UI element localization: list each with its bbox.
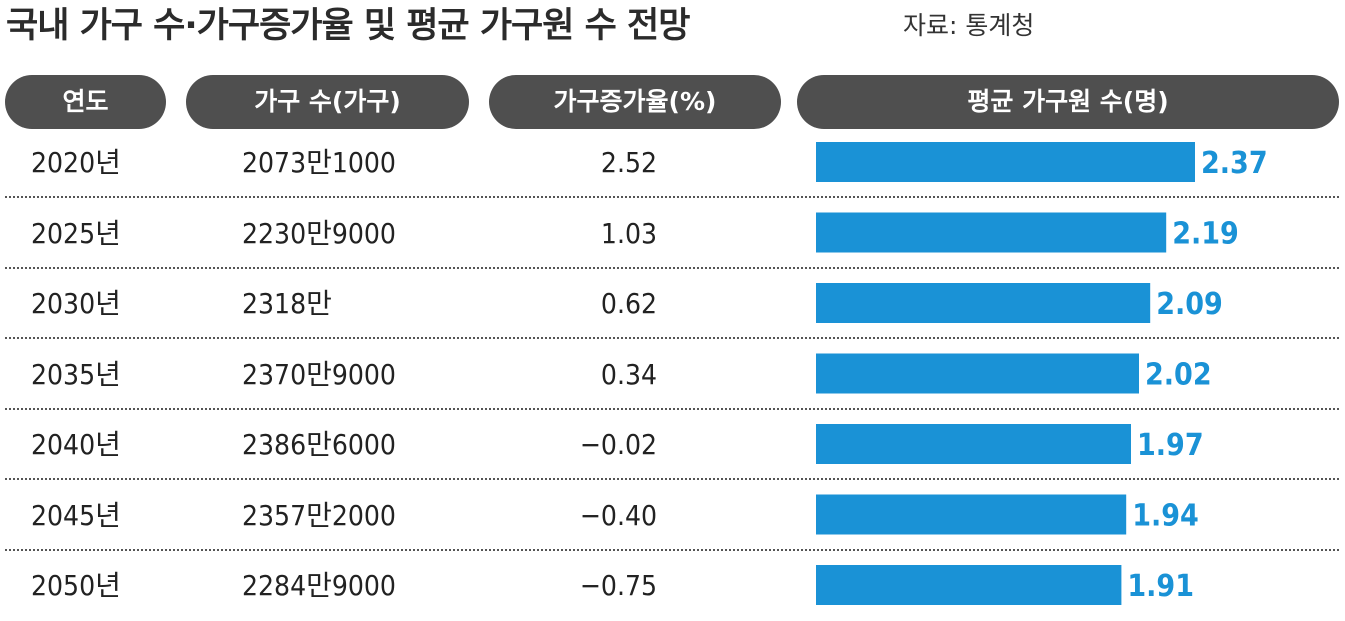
cell-year: 2045년 <box>31 498 121 532</box>
column-header-households: 가구 수(가구) <box>186 75 469 129</box>
cell-year: 2025년 <box>31 216 121 250</box>
bar-2045년 <box>816 494 1127 535</box>
page-title: 국내 가구 수·가구증가율 및 평균 가구원 수 전망 <box>6 6 690 46</box>
source-note: 자료: 통계청 <box>903 11 1035 40</box>
bar-2025년 <box>816 212 1167 253</box>
row-divider <box>5 266 1339 269</box>
bar-value-label: 2.02 <box>1145 358 1212 393</box>
table-row: 2040년 2386만6000 −0.02 <box>0 412 1345 480</box>
bar-value-label: 1.97 <box>1137 428 1204 463</box>
column-header-avg-household-size: 평균 가구원 수(명) <box>797 75 1339 129</box>
bar-value-label: 1.91 <box>1127 569 1194 604</box>
cell-year: 2040년 <box>31 428 121 461</box>
bar-value-label: 1.94 <box>1132 499 1199 534</box>
data-table: 2020년 2073만1000 2.52 2025년 2230만9000 1.03 2030… <box>0 130 1345 607</box>
cell-year: 2035년 <box>31 357 121 391</box>
cell-households: 2284만9000 <box>242 569 396 602</box>
table-row: 2025년 2230만9000 1.03 <box>0 201 1345 269</box>
cell-growth-rate: −0.75 <box>579 569 657 602</box>
cell-growth-rate: 0.34 <box>600 357 657 391</box>
bar-2050년 <box>816 565 1122 605</box>
cell-growth-rate: 0.62 <box>600 287 657 320</box>
table-row: 2035년 2370만9000 0.34 <box>0 342 1345 410</box>
bar-2035년 <box>816 353 1139 394</box>
avg-household-size-bar-chart: 2.37 2.19 2.09 2.02 1.97 1.94 1.91 <box>816 142 1268 605</box>
cell-year: 2020년 <box>31 146 121 179</box>
table-row: 2030년 2318만 0.62 <box>0 271 1345 339</box>
cell-year: 2030년 <box>31 287 121 320</box>
bar-2030년 <box>816 283 1151 323</box>
table-row: 2020년 2073만1000 2.52 <box>0 130 1345 198</box>
cell-growth-rate: −0.02 <box>579 428 657 461</box>
bar-2040년 <box>816 424 1131 464</box>
cell-households: 2230만9000 <box>242 216 396 250</box>
row-divider <box>5 548 1339 551</box>
cell-households: 2073만1000 <box>242 146 396 179</box>
bar-value-label: 2.09 <box>1156 287 1223 322</box>
bar-value-label: 2.37 <box>1201 146 1268 181</box>
row-divider <box>5 478 1339 480</box>
column-header-growth-rate: 가구증가율(%) <box>489 75 781 129</box>
table-row: 2045년 2357만2000 −0.40 <box>0 483 1345 551</box>
row-divider <box>5 196 1339 198</box>
cell-growth-rate: −0.40 <box>579 498 657 532</box>
cell-households: 2370만9000 <box>242 357 396 391</box>
cell-year: 2050년 <box>31 569 121 602</box>
cell-households: 2386만6000 <box>242 428 396 461</box>
table-row: 2050년 2284만9000 −0.75 <box>0 553 1345 621</box>
bar-value-label: 2.19 <box>1172 217 1239 252</box>
row-divider <box>5 337 1339 339</box>
bar-2020년 <box>816 142 1195 182</box>
cell-households: 2318만 <box>242 287 332 320</box>
column-header-year: 연도 <box>5 75 166 129</box>
cell-households: 2357만2000 <box>242 498 396 532</box>
row-divider <box>5 407 1339 410</box>
cell-growth-rate: 1.03 <box>600 216 657 250</box>
cell-growth-rate: 2.52 <box>600 146 657 179</box>
